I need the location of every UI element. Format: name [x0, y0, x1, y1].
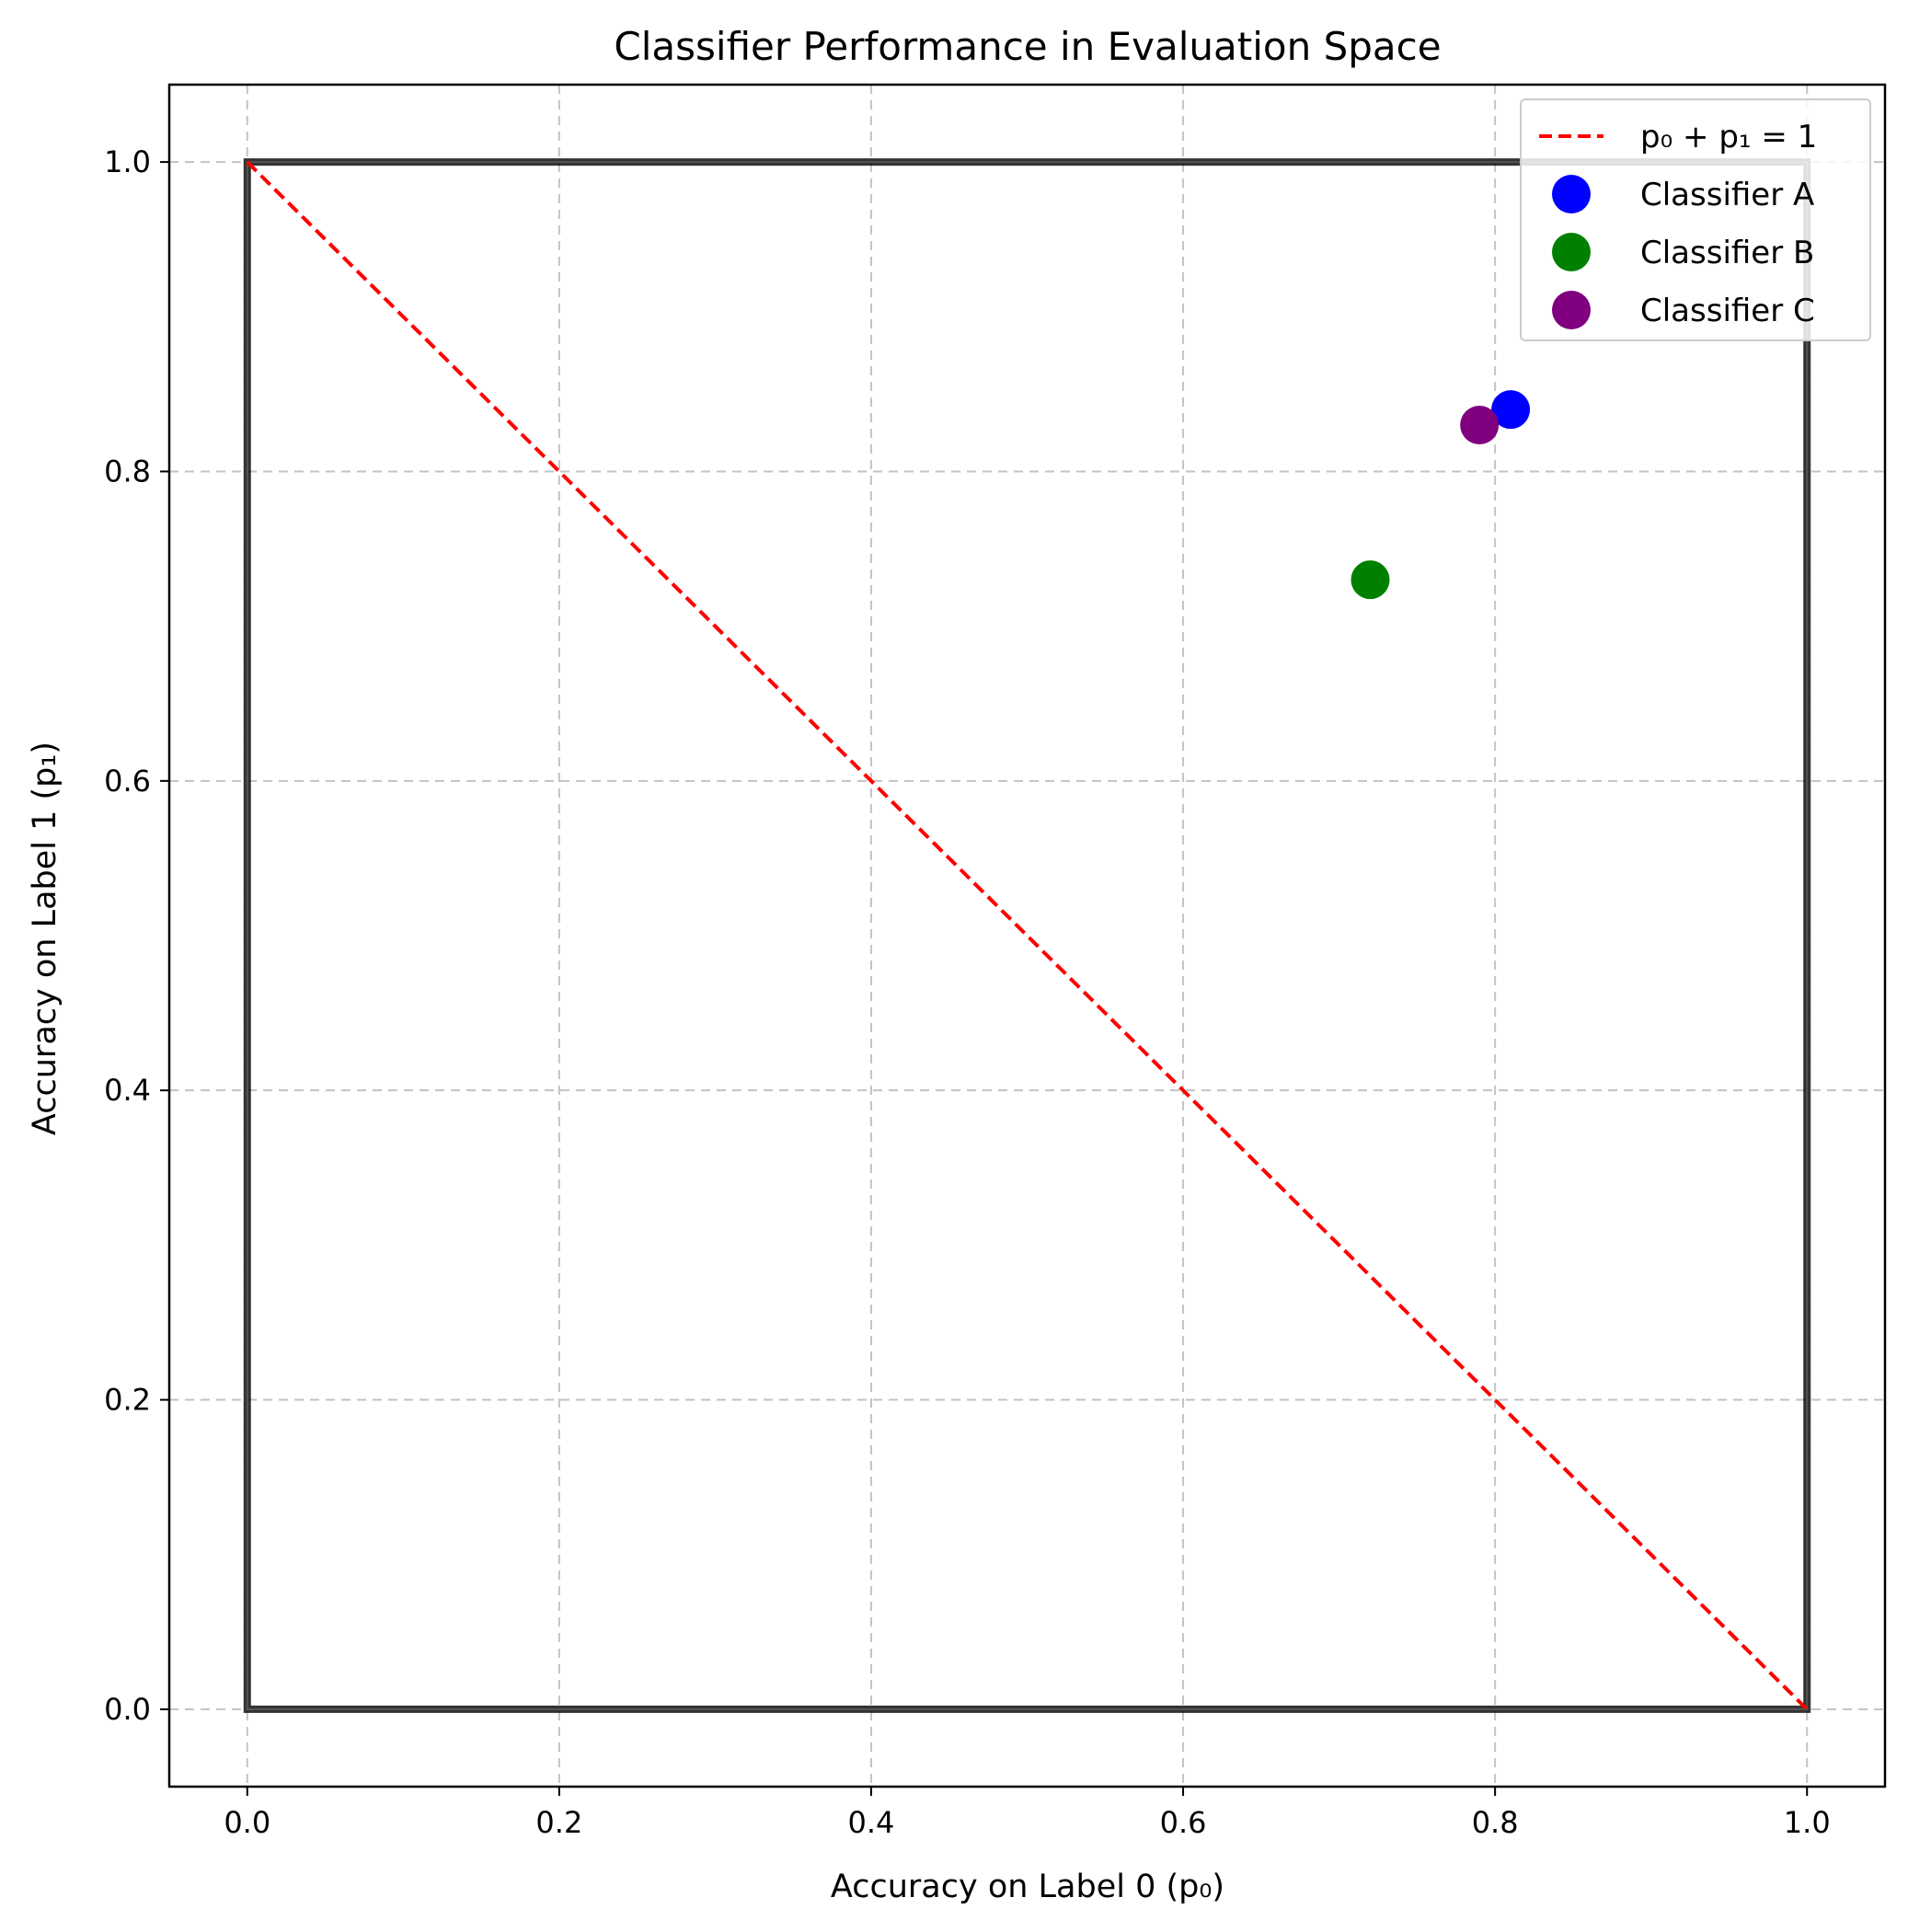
x-tick-label-3: 0.6 [1160, 1805, 1207, 1840]
legend-box [1520, 98, 1871, 341]
legend-marker-2 [1552, 291, 1591, 329]
x-tick-label-4: 0.8 [1472, 1805, 1519, 1840]
y-tick-label-3: 0.6 [104, 764, 151, 799]
ticks: 0.0 0.2 0.4 0.6 0.8 1.0 0.0 0.2 0.4 0.6 0.8 1.0 [104, 144, 1831, 1840]
legend-label-0: Classifier A [1640, 177, 1814, 213]
point-classifier-b [1351, 560, 1390, 600]
legend-label-2: Classifier C [1640, 293, 1815, 329]
x-tick-label-2: 0.4 [848, 1805, 895, 1840]
scatter-points [1351, 390, 1531, 600]
x-tick-label-5: 1.0 [1784, 1805, 1831, 1840]
legend-marker-1 [1552, 233, 1591, 271]
x-axis-label: Accuracy on Label 0 (p₀) [831, 1869, 1224, 1905]
y-tick-label-0: 0.0 [104, 1692, 151, 1727]
legend-label-line: p₀ + p₁ = 1 [1640, 119, 1817, 155]
legend-label-1: Classifier B [1640, 235, 1814, 271]
y-tick-label-1: 0.2 [104, 1383, 151, 1418]
y-tick-label-5: 1.0 [104, 144, 151, 179]
y-axis-label: Accuracy on Label 1 (p₁) [27, 742, 63, 1135]
chart-title: Classifier Performance in Evaluation Spa… [614, 24, 1441, 69]
point-classifier-c [1460, 406, 1500, 444]
axes-frame [167, 83, 1887, 1788]
legend-marker-0 [1552, 175, 1591, 213]
y-tick-label-2: 0.4 [104, 1073, 151, 1108]
point-classifier-a [1491, 390, 1531, 430]
legend: p₀ + p₁ = 1 Classifier A Classifier B Class… [1520, 98, 1871, 341]
y-tick-label-4: 0.8 [104, 454, 151, 489]
x-tick-label-1: 0.2 [535, 1805, 582, 1840]
x-tick-label-0: 0.0 [224, 1805, 270, 1840]
